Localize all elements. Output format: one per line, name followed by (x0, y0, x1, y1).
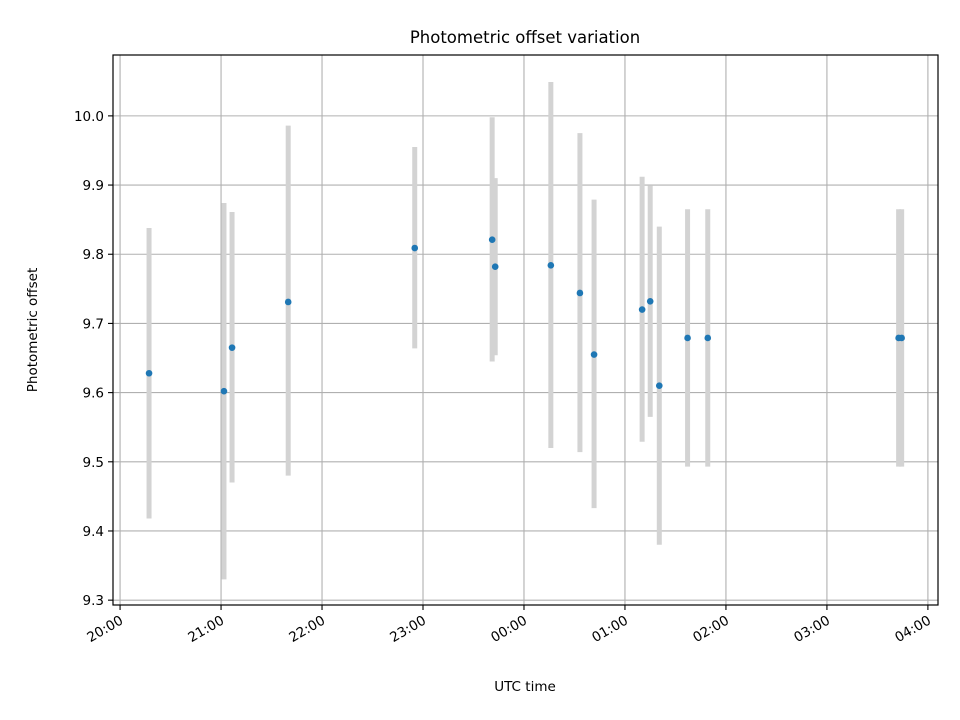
x-axis-ticks: 20:00 21:00 22:00 23:00 00:00 01:00 02:00 03:00… (84, 605, 934, 646)
x-tick-label: 04:00 (892, 613, 934, 646)
y-tick-label: 10.0 (74, 109, 104, 125)
y-tick-label: 9.3 (83, 593, 104, 609)
x-tick-label: 20:00 (84, 613, 126, 646)
x-tick-label: 03:00 (791, 613, 833, 646)
data-points (145, 236, 905, 395)
y-axis-ticks: 9.3 9.4 9.5 9.6 9.7 9.8 9.9 10.0 (74, 109, 113, 609)
data-point (491, 263, 499, 270)
data-point (646, 297, 654, 305)
y-axis-label: Photometric offset (25, 268, 41, 392)
y-tick-label: 9.4 (83, 524, 104, 540)
x-tick-label: 21:00 (185, 613, 227, 646)
chart-title: Photometric offset variation (410, 28, 640, 47)
data-point (898, 334, 905, 342)
error-bars (146, 81, 905, 580)
y-tick-label: 9.6 (83, 386, 104, 402)
x-tick-label: 02:00 (690, 613, 732, 646)
x-tick-label: 01:00 (589, 613, 631, 646)
y-tick-label: 9.5 (83, 455, 104, 471)
data-point (411, 244, 419, 252)
data-point (655, 382, 663, 389)
y-tick-label: 9.9 (83, 178, 104, 194)
x-tick-label: 23:00 (387, 613, 429, 646)
data-point (220, 387, 228, 395)
data-point (145, 369, 153, 377)
y-tick-label: 9.8 (83, 247, 104, 263)
grid-lines (113, 55, 938, 605)
data-point (547, 262, 555, 269)
y-tick-label: 9.7 (83, 316, 104, 332)
data-point (590, 351, 598, 358)
data-point (284, 298, 292, 306)
x-tick-label: 22:00 (286, 613, 328, 646)
data-point (638, 306, 646, 313)
data-point (684, 334, 691, 342)
data-point (704, 334, 712, 342)
x-tick-label: 00:00 (488, 613, 530, 646)
data-point (576, 289, 584, 297)
data-point (228, 344, 236, 351)
x-axis-label: UTC time (494, 679, 556, 695)
plot-frame (112, 54, 939, 606)
data-point (488, 236, 496, 244)
